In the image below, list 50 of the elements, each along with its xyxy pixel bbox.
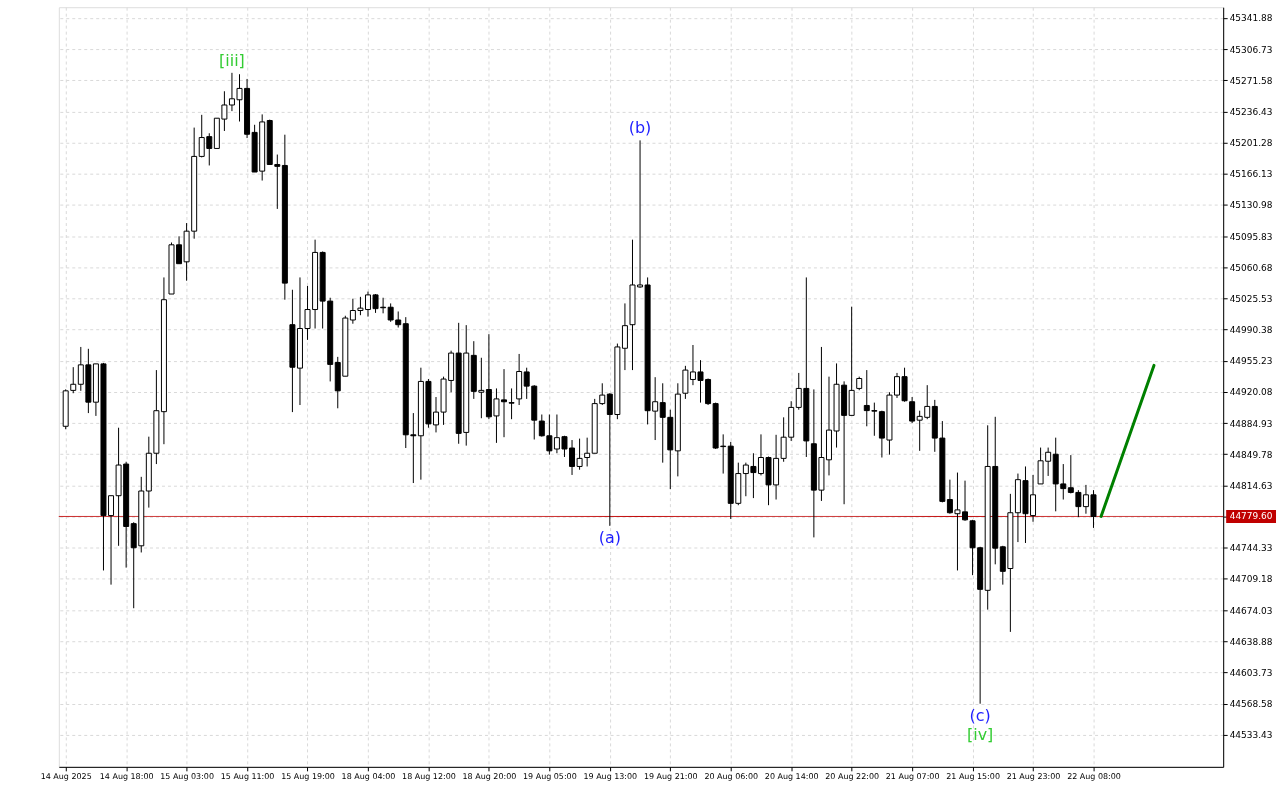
annotation: (a) [598, 527, 621, 547]
y-tick-label: 44709.18 [1229, 574, 1273, 585]
x-tick-label: 18 Aug 20:00 [462, 772, 517, 782]
y-tick-label: 45130.98 [1229, 200, 1273, 211]
annotation: [iii] [219, 50, 245, 70]
x-tick-label: 18 Aug 04:00 [341, 772, 396, 782]
y-tick-label: 44603.73 [1229, 667, 1273, 678]
y-tick-label: 44990.38 [1229, 325, 1273, 336]
x-tick-label: 14 Aug 2025 [40, 772, 92, 782]
x-tick-label: 21 Aug 23:00 [1006, 772, 1061, 782]
y-tick-label: 45095.83 [1229, 231, 1273, 242]
x-tick-label: 14 Aug 18:00 [99, 772, 154, 782]
x-tick-label: 19 Aug 13:00 [583, 772, 638, 782]
y-tick-label: 44884.93 [1229, 418, 1273, 429]
x-tick-label: 15 Aug 11:00 [220, 772, 275, 782]
x-tick-label: 20 Aug 14:00 [764, 772, 819, 782]
annotation: (b) [628, 118, 652, 138]
y-tick-label: 44814.63 [1229, 480, 1273, 491]
y-tick-label: 45201.28 [1229, 138, 1273, 149]
x-tick-label: 15 Aug 03:00 [160, 772, 214, 782]
x-tick-label: 21 Aug 15:00 [946, 772, 1000, 782]
x-tick-label: 19 Aug 05:00 [522, 772, 577, 782]
y-tick-label: 44955.23 [1229, 356, 1273, 367]
y-tick-label: 44638.88 [1229, 636, 1273, 647]
candlestick [909, 396, 916, 424]
x-tick-label: 21 Aug 07:00 [885, 772, 940, 782]
x-tick-label: 18 Aug 12:00 [402, 772, 456, 782]
y-tick-label: 44849.78 [1229, 449, 1273, 460]
y-tick-label: 45025.53 [1229, 293, 1273, 304]
y-tick-label: 45060.68 [1229, 262, 1273, 273]
x-tick-label: 19 Aug 21:00 [643, 772, 698, 782]
candlestick [508, 387, 515, 420]
x-tick-label: 15 Aug 19:00 [281, 772, 335, 782]
x-tick-label: 20 Aug 06:00 [704, 772, 759, 782]
y-tick-label: 44533.43 [1229, 730, 1273, 741]
x-tick-label: 22 Aug 08:00 [1067, 772, 1121, 782]
y-tick-label: 45341.88 [1229, 13, 1273, 24]
y-tick-label: 44920.08 [1229, 387, 1273, 398]
x-tick-label: 20 Aug 22:00 [825, 772, 880, 782]
y-tick-label: 44674.03 [1229, 605, 1273, 616]
y-tick-label: 45236.43 [1229, 106, 1273, 117]
annotation: [iv] [966, 724, 994, 744]
candlestick [584, 437, 591, 467]
y-tick-label: 45166.13 [1229, 169, 1273, 180]
y-tick-label: 45306.73 [1229, 44, 1273, 55]
y-tick-label: 45271.58 [1229, 75, 1273, 86]
annotation: (c) [969, 705, 991, 725]
y-tick-label: 44568.58 [1229, 699, 1273, 710]
ref-line-label: 44779.60 [1229, 511, 1273, 522]
y-tick-label: 44744.33 [1229, 543, 1273, 554]
